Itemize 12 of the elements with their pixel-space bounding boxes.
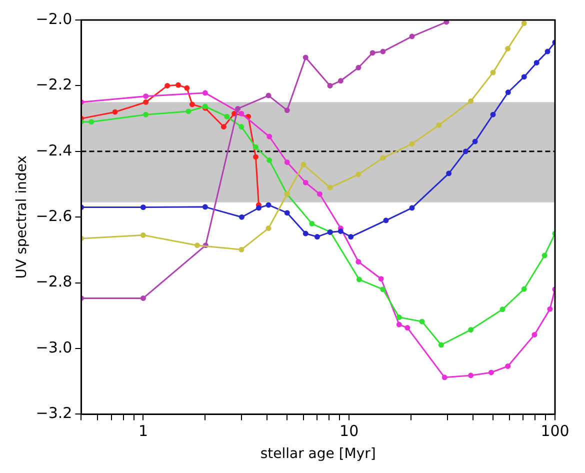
y-tick-label: −2.2 <box>36 76 72 94</box>
y-axis-title: UV spectral index <box>14 155 30 279</box>
y-tick-label: −2.8 <box>36 272 72 291</box>
x-tick-label: 100 <box>540 422 570 440</box>
y-tick-label: −2.0 <box>36 10 72 28</box>
y-tick-label: −2.6 <box>36 206 72 225</box>
y-tick-label: −3.0 <box>36 338 72 356</box>
x-axis-title: stellar age [Myr] <box>260 446 376 462</box>
x-tick-label: 1 <box>138 422 148 440</box>
y-tick-label: −3.2 <box>36 404 72 422</box>
y-tick-label: −2.4 <box>36 141 72 160</box>
x-tick-label: 10 <box>340 422 359 440</box>
